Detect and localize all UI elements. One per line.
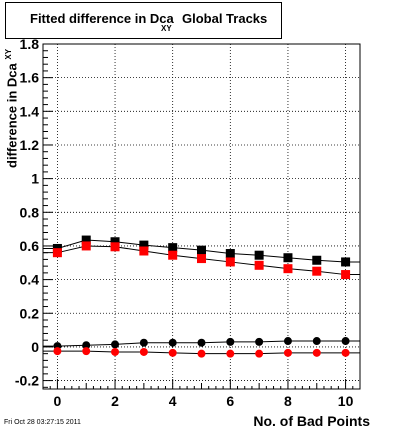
data-point-square <box>225 249 235 259</box>
y-tick-label: 1.4 <box>20 103 40 119</box>
data-point-circle <box>197 349 206 358</box>
y-tick-label: -0.2 <box>15 373 39 389</box>
tick-labels: 0 2 4 6 8 10 -0.2 0 0.2 0.4 0.6 0.8 1 1.2 1.4 1.6 1.8 <box>15 36 354 409</box>
grid-lines <box>43 43 360 389</box>
y-tick-label: 1.6 <box>20 70 40 86</box>
data-point-square <box>168 243 178 253</box>
data-point-square <box>110 237 120 247</box>
data-point-square <box>81 241 91 251</box>
data-point-circle <box>255 337 264 346</box>
x-axis-label: No. of Bad Points <box>253 413 370 429</box>
x-tick-label: 8 <box>284 393 292 409</box>
x-tick-label: 2 <box>111 393 119 409</box>
axis-ticks <box>42 43 361 389</box>
y-axis-label-subscript: XY <box>4 48 13 60</box>
data-point-square <box>139 240 149 250</box>
data-point-square <box>110 242 120 252</box>
data-point-square <box>312 255 322 265</box>
x-tick-label: 6 <box>226 393 234 409</box>
chart-title-suffix: Global Tracks <box>182 11 268 26</box>
data-point-circle <box>168 348 177 357</box>
data-point-circle <box>226 349 235 358</box>
data-point-circle <box>197 338 206 347</box>
y-tick-label: 1.8 <box>20 36 40 52</box>
data-point-circle <box>312 348 321 357</box>
data-point-square <box>341 257 351 267</box>
data-point-square <box>225 257 235 267</box>
data-point-square <box>312 266 322 276</box>
data-point-square <box>254 250 264 260</box>
data-point-square <box>283 253 293 263</box>
data-point-circle <box>283 348 292 357</box>
data-point-circle <box>168 338 177 347</box>
data-point-circle <box>341 337 350 346</box>
data-point-square <box>81 235 91 245</box>
chart-title: Fitted difference in Dca <box>30 11 174 26</box>
y-tick-label: 1.2 <box>20 137 40 153</box>
data-point-square <box>254 260 264 270</box>
data-point-circle <box>139 347 148 356</box>
x-tick-label: 0 <box>54 393 62 409</box>
footer-timestamp: Fri Oct 28 03:27:15 2011 <box>4 419 81 426</box>
y-tick-label: 0 <box>31 339 39 355</box>
data-point-circle <box>82 347 91 356</box>
data-point-circle <box>283 337 292 346</box>
x-tick-label: 4 <box>169 393 177 409</box>
data-markers <box>52 235 351 358</box>
y-tick-label: 0.8 <box>20 204 40 220</box>
y-tick-label: 1 <box>31 171 39 187</box>
data-point-square <box>341 270 351 280</box>
data-point-circle <box>111 347 120 356</box>
y-axis-label-text: difference in Dca <box>4 63 20 168</box>
data-point-square <box>197 245 206 255</box>
data-point-circle <box>226 337 235 346</box>
y-tick-label: 0.6 <box>20 238 40 254</box>
data-point-circle <box>139 338 148 347</box>
data-point-circle <box>312 337 321 346</box>
chart-title-subscript: XY <box>161 24 172 33</box>
y-axis-label: difference in Dca XY <box>2 49 22 169</box>
data-point-square <box>197 254 206 264</box>
data-point-circle <box>255 349 264 358</box>
data-point-circle <box>111 340 120 349</box>
y-tick-label: 0.2 <box>20 305 40 321</box>
data-point-circle <box>82 341 91 350</box>
title-box: Fitted difference in Dca XY Global Track… <box>5 2 282 39</box>
data-point-square <box>168 250 178 260</box>
y-tick-label: 0.4 <box>20 272 40 288</box>
data-point-square <box>283 264 293 274</box>
data-point-square <box>52 248 62 258</box>
data-point-circle <box>341 348 350 357</box>
data-point-circle <box>53 347 62 356</box>
plot-frame <box>42 43 361 390</box>
data-point-square <box>139 246 149 256</box>
x-tick-label: 10 <box>338 393 354 409</box>
